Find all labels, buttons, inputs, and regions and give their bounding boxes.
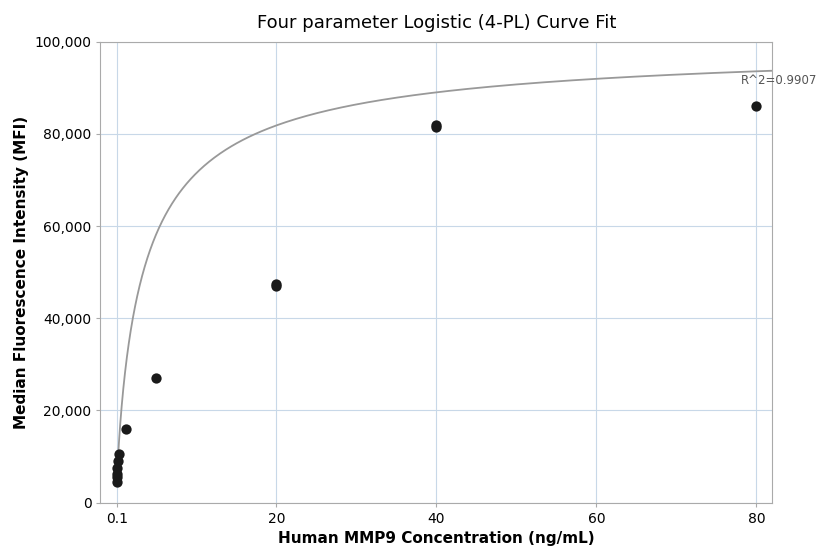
Point	[750, 102, 763, 111]
Point	[270, 282, 283, 291]
Point	[111, 473, 124, 482]
Title: Four parameter Logistic (4-PL) Curve Fit: Four parameter Logistic (4-PL) Curve Fit	[257, 14, 617, 32]
Point	[150, 374, 163, 382]
Text: R^2=0.9907: R^2=0.9907	[740, 74, 817, 87]
Point	[120, 424, 133, 433]
Point	[270, 279, 283, 288]
Point	[430, 123, 443, 132]
Point	[111, 456, 124, 465]
Point	[111, 464, 124, 473]
Point	[430, 120, 443, 129]
Y-axis label: Median Fluorescence Intensity (MFI): Median Fluorescence Intensity (MFI)	[14, 115, 29, 429]
Point	[112, 450, 126, 459]
X-axis label: Human MMP9 Concentration (ng/mL): Human MMP9 Concentration (ng/mL)	[278, 531, 595, 546]
Point	[111, 469, 124, 478]
Point	[111, 477, 124, 486]
